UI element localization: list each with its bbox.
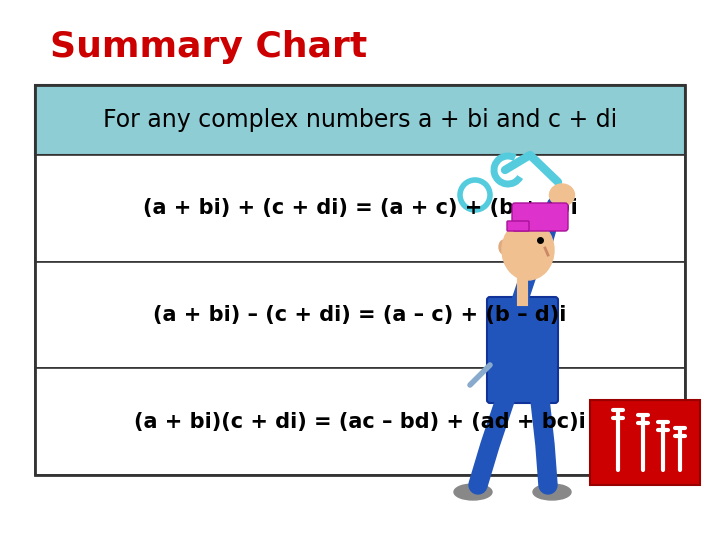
Bar — [35, 155, 685, 262]
Bar — [35, 85, 685, 475]
Ellipse shape — [533, 484, 571, 500]
Ellipse shape — [502, 220, 554, 280]
Bar — [35, 85, 685, 155]
Bar — [35, 368, 685, 475]
Text: (a + bi) + (c + di) = (a + c) + (b + d)i: (a + bi) + (c + di) = (a + c) + (b + d)i — [143, 198, 577, 218]
Ellipse shape — [549, 184, 575, 206]
FancyBboxPatch shape — [487, 297, 558, 403]
Bar — [35, 262, 685, 368]
FancyBboxPatch shape — [512, 203, 568, 231]
Bar — [590, 400, 700, 485]
Ellipse shape — [499, 240, 509, 254]
Text: Summary Chart: Summary Chart — [50, 30, 367, 64]
Text: (a + bi)(c + di) = (ac – bd) + (ad + bc)i: (a + bi)(c + di) = (ac – bd) + (ad + bc)… — [134, 411, 586, 431]
Text: For any complex numbers a + bi and c + di: For any complex numbers a + bi and c + d… — [103, 108, 617, 132]
FancyBboxPatch shape — [507, 221, 529, 231]
Ellipse shape — [454, 484, 492, 500]
Text: (a + bi) – (c + di) = (a – c) + (b – d)i: (a + bi) – (c + di) = (a – c) + (b – d)i — [153, 305, 567, 325]
